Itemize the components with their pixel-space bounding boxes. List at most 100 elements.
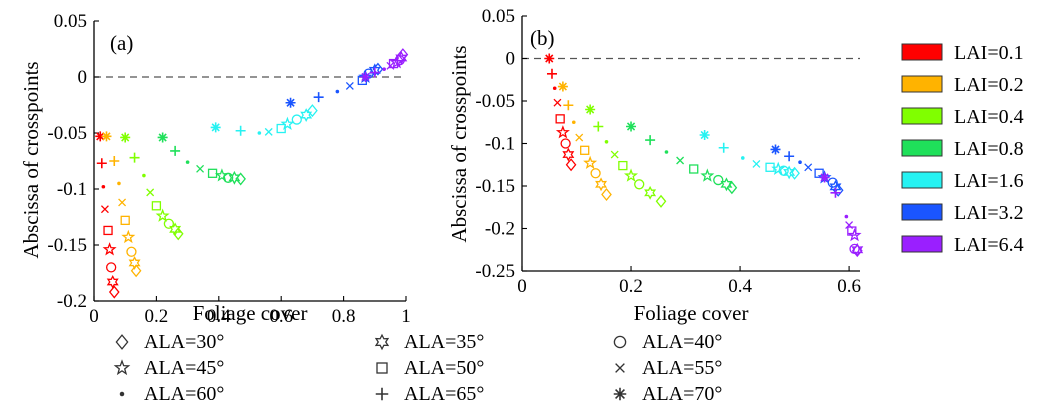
data-point xyxy=(844,214,849,219)
data-point xyxy=(740,156,745,160)
data-point xyxy=(257,131,262,135)
x-tick-label: 0 xyxy=(517,276,527,297)
data-point xyxy=(214,168,229,182)
ala-legend-marker xyxy=(375,387,389,401)
data-point xyxy=(789,166,800,180)
data-point xyxy=(783,165,796,180)
data-point xyxy=(291,114,302,125)
data-point xyxy=(280,116,295,130)
data-point xyxy=(235,172,246,186)
data-point xyxy=(196,164,205,173)
data-point xyxy=(851,244,863,258)
data-point xyxy=(624,168,639,182)
data-point xyxy=(372,62,384,76)
data-point xyxy=(618,160,628,171)
data-point xyxy=(96,158,107,169)
ala-legend-marker xyxy=(115,334,129,350)
data-point xyxy=(285,97,296,108)
lai-legend-label: LAI=0.4 xyxy=(954,106,1024,128)
data-point xyxy=(575,133,584,142)
data-point xyxy=(847,227,862,242)
data-point xyxy=(155,208,170,222)
ala-legend-label: ALA=50° xyxy=(404,357,484,379)
data-point xyxy=(784,151,795,162)
ala-legend-marker xyxy=(113,359,131,376)
data-point xyxy=(369,67,380,78)
panel-label: (b) xyxy=(530,26,555,50)
y-tick-label: -0.05 xyxy=(475,91,515,112)
data-point xyxy=(771,161,786,175)
data-point xyxy=(593,121,604,132)
x-tick-label: 0.4 xyxy=(207,306,231,327)
ala-legend-label: ALA=55° xyxy=(642,357,722,379)
data-point xyxy=(106,262,117,273)
data-point xyxy=(770,144,781,155)
data-point xyxy=(397,48,409,62)
lai-color-legend: LAI=0.1 LAI=0.2 LAI=0.4 LAI=0.8 LAI=1.6 LAI=3… xyxy=(901,42,1024,256)
data-point xyxy=(571,120,576,125)
y-tick-label: -0.25 xyxy=(475,261,515,282)
data-point xyxy=(644,185,657,200)
lai-legend-swatch xyxy=(901,235,943,253)
ala-legend-marker xyxy=(615,363,625,373)
y-tick-label: 0 xyxy=(506,49,516,70)
data-point xyxy=(109,156,120,166)
data-point xyxy=(752,159,761,168)
ala-legend-marker xyxy=(613,335,627,349)
y-tick-label: -0.2 xyxy=(485,219,515,240)
data-point xyxy=(590,168,601,179)
ala-legend-label: ALA=30° xyxy=(144,331,224,353)
data-point xyxy=(157,132,168,143)
data-point xyxy=(601,187,612,202)
y-tick-label: -0.2 xyxy=(57,291,87,312)
ala-legend-label: ALA=65° xyxy=(404,383,484,405)
data-point xyxy=(235,125,246,136)
data-point xyxy=(699,130,710,140)
data-point xyxy=(128,256,141,270)
ala-marker-legend: ALA=30° ALA=35° ALA=40° ALA=45° ALA=50° ALA=5… xyxy=(113,331,722,405)
data-point xyxy=(819,172,830,183)
data-point xyxy=(121,229,136,244)
data-point xyxy=(313,92,324,103)
y-axis-label: Abscissa of crosspoints xyxy=(447,45,471,242)
data-point xyxy=(562,147,575,162)
x-tick-label: 0 xyxy=(89,306,99,327)
data-point xyxy=(101,184,106,189)
data-point xyxy=(130,264,142,278)
lai-legend-swatch xyxy=(901,107,943,125)
data-point xyxy=(108,285,120,299)
data-point xyxy=(553,98,562,107)
data-point xyxy=(120,132,131,143)
ala-legend-marker xyxy=(613,387,627,401)
data-point xyxy=(604,140,609,144)
lai-legend-label: LAI=3.2 xyxy=(954,202,1024,224)
data-point xyxy=(557,81,568,92)
y-tick-label: -0.1 xyxy=(57,179,87,200)
data-point xyxy=(120,215,130,226)
data-point xyxy=(645,135,656,146)
ala-legend-marker xyxy=(376,362,388,374)
lai-legend-swatch xyxy=(901,203,943,221)
ala-legend-marker xyxy=(119,391,125,397)
lai-legend-swatch xyxy=(901,171,943,189)
y-tick-label: -0.15 xyxy=(47,235,87,256)
x-axis-label: Foliage cover xyxy=(193,301,308,325)
ala-legend-marker xyxy=(374,333,390,351)
ala-legend-label: ALA=45° xyxy=(144,357,224,379)
data-point xyxy=(129,152,140,163)
data-point xyxy=(720,177,733,192)
data-point xyxy=(583,155,598,170)
y-axis-label: Abscissa of crosspoints xyxy=(19,61,43,258)
data-point xyxy=(101,131,112,142)
data-point xyxy=(386,61,395,70)
y-tick-label: 0.05 xyxy=(482,6,515,27)
data-point xyxy=(655,194,667,208)
data-point xyxy=(544,53,555,64)
data-point xyxy=(335,89,340,94)
y-tick-label: 0 xyxy=(78,67,88,88)
x-tick-label: 0.2 xyxy=(619,276,643,297)
ala-legend-label: ALA=70° xyxy=(642,383,722,405)
lai-legend-label: LAI=0.8 xyxy=(954,138,1024,160)
y-tick-label: 0.05 xyxy=(54,11,87,32)
